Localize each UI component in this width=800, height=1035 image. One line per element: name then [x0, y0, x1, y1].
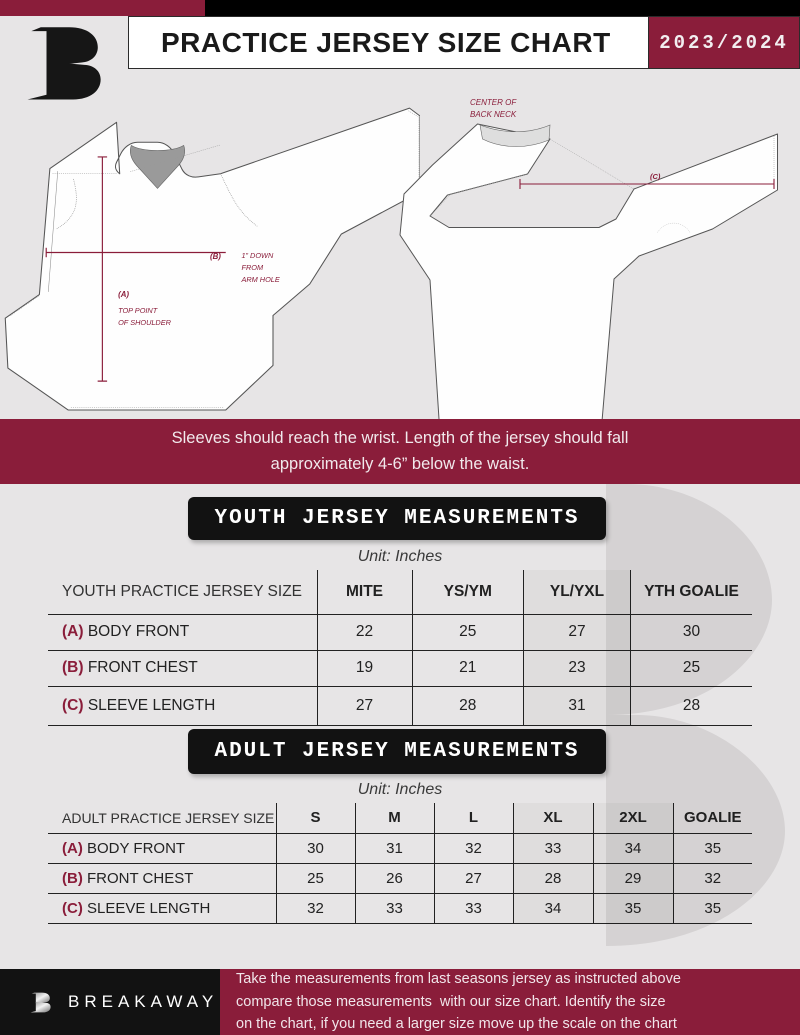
svg-text:TOP POINT: TOP POINT [118, 306, 158, 315]
svg-text:(B): (B) [210, 252, 221, 261]
svg-text:FROM: FROM [242, 263, 264, 272]
svg-text:OF SHOULDER: OF SHOULDER [118, 318, 172, 327]
svg-text:1” DOWN: 1” DOWN [242, 251, 274, 260]
svg-text:CENTER OF: CENTER OF [470, 98, 517, 107]
svg-text:(A): (A) [118, 290, 129, 299]
svg-text:(C): (C) [650, 172, 661, 181]
svg-text:BACK NECK: BACK NECK [470, 110, 517, 119]
svg-text:ARM HOLE: ARM HOLE [241, 275, 280, 284]
